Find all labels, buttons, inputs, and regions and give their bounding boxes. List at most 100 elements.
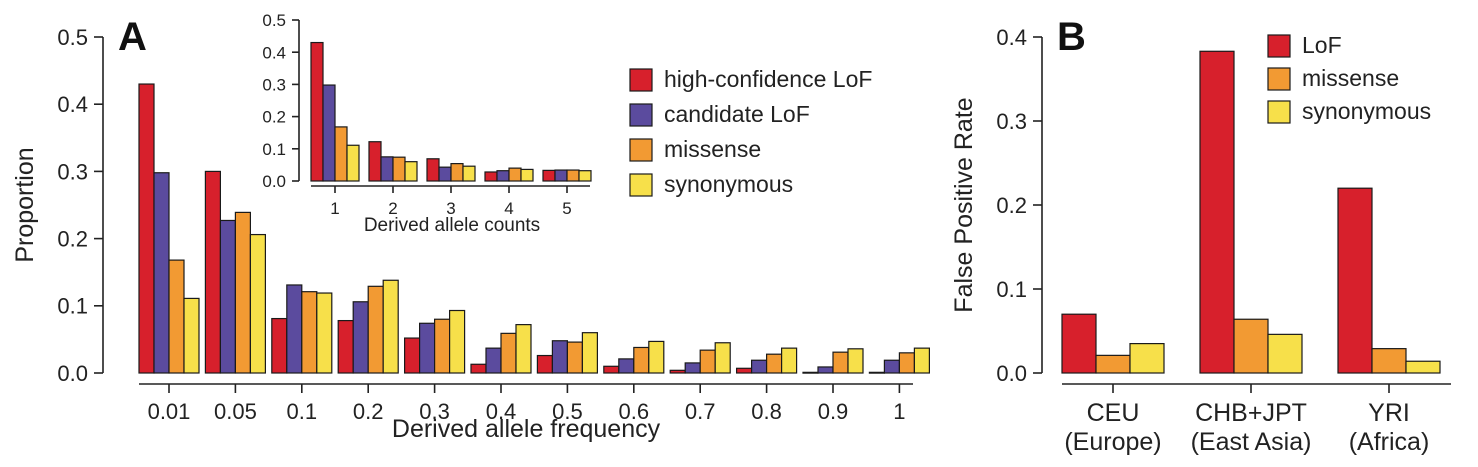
panelA-bar: [832, 351, 849, 374]
panelA-x-tick-label: 0.01: [148, 399, 191, 424]
inset-bar: [462, 165, 476, 182]
panel-b-chart: B 0.0 0.1 0.2 0.3 0.4 CEU(Europe) CHB+JPT(Eas…: [950, 15, 1451, 456]
inset-y-tick-label: 0.3: [262, 76, 286, 95]
panelB-x-tick-label: (Europe): [1064, 428, 1161, 456]
inset-y-tick-label: 0.4: [262, 43, 286, 62]
inset-y-tick-label: 0.0: [262, 172, 286, 191]
panelA-bar: [765, 353, 783, 374]
panelB-legend-swatch: [1267, 34, 1291, 58]
inset-y-tick-label: 0.2: [262, 108, 286, 127]
inset-bar: [426, 158, 440, 182]
panelA-bar: [581, 332, 599, 374]
panelB-bar: [1233, 318, 1269, 374]
inset-y-tick-label: 0.5: [262, 11, 286, 30]
inset-bar: [566, 169, 580, 182]
panelA-legend-label: synonymous: [664, 171, 793, 197]
panelA-bar: [419, 322, 436, 374]
panel-a-y-axis-label: Proportion: [11, 147, 39, 262]
inset-bar: [380, 156, 394, 182]
panelA-bar: [515, 324, 532, 374]
panelA-x-tick-label: 0.8: [751, 399, 782, 424]
panelA-x-tick-label: 0.1: [287, 399, 318, 424]
panel-a-x-axis-label: Derived allele frequency: [392, 415, 661, 443]
panel-b-letter: B: [1057, 15, 1086, 59]
panelA-bar: [382, 279, 399, 374]
inset-x-tick-label: 3: [446, 199, 455, 218]
panelA-bar: [618, 358, 635, 374]
inset-x-tick-label: 5: [562, 199, 571, 218]
panelB-x-tick-label: (East Asia): [1191, 428, 1312, 456]
panelB-legend-label: synonymous: [1302, 98, 1431, 124]
inset-x-tick-label: 2: [388, 199, 397, 218]
panelA-bar: [699, 349, 716, 374]
panelB-y-tick-label: 0.3: [996, 109, 1027, 134]
panelB-legend-label: missense: [1302, 65, 1399, 91]
panelA-bar: [367, 285, 384, 374]
inset-x-tick-label: 4: [504, 199, 513, 218]
panelB-x-tick-label: (Africa): [1349, 428, 1430, 456]
panelA-legend-swatch: [629, 103, 653, 127]
panelB-x-tick-label: CHB+JPT: [1195, 399, 1307, 427]
panelB-legend-swatch: [1267, 100, 1291, 124]
panelA-bar: [434, 318, 451, 374]
panelA-bar: [204, 170, 221, 374]
panelA-bar: [352, 301, 369, 374]
panelA-bar: [536, 354, 554, 374]
panelA-bar: [868, 371, 886, 374]
inset-bar: [404, 161, 418, 182]
panelA-bar: [234, 211, 251, 374]
panelB-y-tick-label: 0.0: [996, 361, 1027, 386]
panelA-y-tick-label: 0.4: [57, 92, 88, 117]
panelA-x-tick-label: 0.4: [486, 399, 517, 424]
panelA-bar: [603, 365, 620, 374]
panelA-bar: [817, 366, 834, 374]
panelA-bar: [551, 340, 569, 374]
inset-bar: [392, 156, 406, 182]
panelA-bar: [735, 367, 753, 374]
panelB-bar: [1129, 343, 1165, 374]
panelA-legend-swatch: [629, 68, 653, 92]
panelB-bar: [1267, 333, 1303, 374]
panelA-bar: [913, 347, 931, 374]
panelA-x-tick-label: 0.05: [214, 399, 257, 424]
panelA-bar: [219, 219, 236, 374]
panelA-x-tick-label: 0.6: [619, 399, 650, 424]
panelA-bar: [684, 362, 701, 374]
panelA-bar: [669, 369, 686, 374]
panelA-x-tick-label: 0.9: [818, 399, 849, 424]
inset-bar: [334, 126, 348, 182]
panelB-y-tick-label: 0.2: [996, 193, 1027, 218]
inset-bar: [368, 141, 382, 182]
panel-a-chart: A 0.00.10.20.30.40.5 0.01 0.05 0.1 0.2 0.3 0.…: [11, 15, 931, 443]
panelA-bar: [286, 284, 303, 374]
panelA-bar: [750, 359, 768, 374]
panelA-bar: [271, 317, 288, 374]
inset-bar: [554, 169, 568, 182]
panelA-bar: [780, 347, 798, 374]
panelB-bar: [1337, 187, 1373, 374]
inset-y-tick-label: 0.1: [262, 140, 286, 159]
panelA-bar: [337, 319, 354, 374]
inset-bar: [578, 170, 592, 182]
panelB-bar: [1061, 313, 1097, 374]
inset-bar: [508, 167, 522, 182]
panelA-y-tick-label: 0.1: [57, 294, 88, 319]
panelA-bar: [470, 363, 487, 374]
inset-bar: [520, 168, 534, 182]
panelA-legend-label: missense: [664, 136, 761, 162]
panelA-bar: [316, 292, 333, 374]
panelA-bar: [449, 309, 466, 374]
panelA-x-tick-label: 0.5: [552, 399, 583, 424]
panelA-bar: [883, 359, 901, 374]
panel-b-y-axis-label: False Positive Rate: [950, 97, 978, 312]
panelA-y-tick-label: 0.2: [57, 227, 88, 252]
panelA-x-tick-label: 0.2: [353, 399, 384, 424]
inset-bar: [484, 171, 498, 182]
inset-x-axis-label: Derived allele counts: [364, 215, 540, 236]
panelA-y-tick-label: 0.0: [57, 361, 88, 386]
inset-bar: [438, 166, 452, 182]
inset-bar: [346, 144, 360, 182]
panelB-bar: [1095, 354, 1131, 374]
panelB-bar: [1199, 50, 1235, 374]
